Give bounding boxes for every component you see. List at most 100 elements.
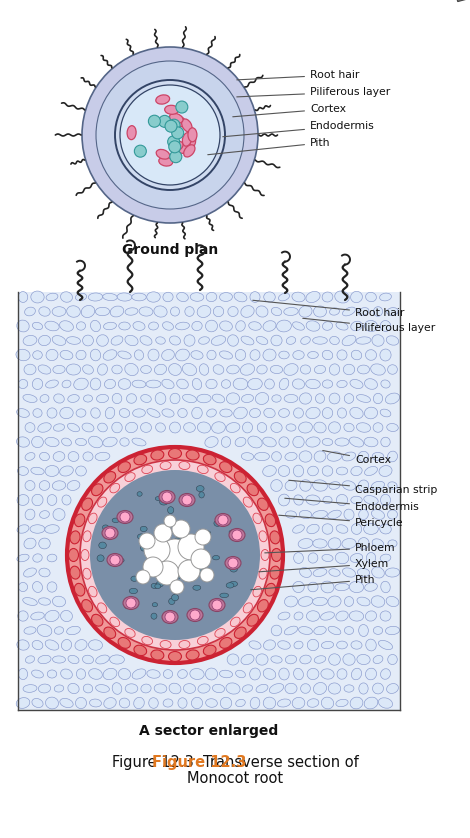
Ellipse shape [336, 699, 348, 706]
Ellipse shape [265, 583, 275, 596]
Circle shape [228, 558, 238, 568]
Ellipse shape [253, 513, 261, 524]
Ellipse shape [81, 550, 89, 561]
Text: Xylem: Xylem [259, 559, 389, 572]
Ellipse shape [39, 453, 49, 461]
Ellipse shape [172, 544, 179, 551]
Ellipse shape [241, 306, 254, 318]
Ellipse shape [84, 395, 93, 402]
Circle shape [126, 598, 136, 608]
Ellipse shape [134, 454, 147, 465]
Ellipse shape [52, 335, 66, 345]
Ellipse shape [256, 654, 268, 665]
Ellipse shape [118, 462, 130, 473]
Ellipse shape [99, 542, 106, 549]
Ellipse shape [206, 699, 217, 707]
Ellipse shape [179, 494, 195, 506]
Ellipse shape [350, 697, 363, 709]
Ellipse shape [257, 422, 267, 432]
Ellipse shape [185, 569, 191, 573]
Ellipse shape [207, 350, 216, 360]
Ellipse shape [270, 365, 282, 374]
Ellipse shape [112, 518, 119, 523]
Ellipse shape [358, 480, 368, 491]
Ellipse shape [30, 525, 45, 533]
Ellipse shape [82, 498, 93, 510]
Ellipse shape [358, 452, 369, 462]
Ellipse shape [83, 530, 91, 541]
Ellipse shape [60, 698, 73, 707]
Ellipse shape [286, 511, 297, 518]
Ellipse shape [74, 378, 88, 390]
Ellipse shape [160, 552, 168, 558]
Ellipse shape [272, 549, 282, 561]
Ellipse shape [123, 597, 139, 609]
Ellipse shape [227, 393, 240, 404]
Ellipse shape [159, 157, 172, 166]
Ellipse shape [125, 473, 135, 482]
Ellipse shape [141, 365, 151, 374]
Ellipse shape [366, 349, 376, 360]
Ellipse shape [125, 628, 135, 638]
Ellipse shape [226, 582, 234, 588]
Ellipse shape [230, 617, 240, 627]
Ellipse shape [293, 350, 304, 360]
Ellipse shape [141, 422, 151, 432]
Ellipse shape [137, 492, 142, 496]
Ellipse shape [263, 349, 276, 361]
Ellipse shape [276, 320, 291, 332]
Circle shape [105, 528, 115, 538]
Ellipse shape [18, 292, 28, 303]
Ellipse shape [39, 335, 50, 345]
Ellipse shape [307, 639, 319, 650]
Ellipse shape [364, 437, 378, 447]
Ellipse shape [142, 636, 153, 644]
Ellipse shape [45, 525, 59, 533]
Ellipse shape [162, 349, 174, 360]
Ellipse shape [372, 539, 384, 548]
Ellipse shape [119, 322, 130, 330]
Circle shape [96, 61, 244, 209]
Ellipse shape [315, 394, 325, 403]
Ellipse shape [236, 700, 245, 706]
Ellipse shape [192, 321, 202, 331]
Ellipse shape [300, 655, 311, 664]
Ellipse shape [235, 437, 246, 447]
Ellipse shape [118, 638, 130, 649]
Ellipse shape [212, 394, 225, 403]
Circle shape [136, 570, 150, 584]
Ellipse shape [271, 308, 282, 316]
Ellipse shape [329, 482, 340, 489]
Ellipse shape [23, 335, 37, 345]
Ellipse shape [215, 514, 231, 526]
Ellipse shape [118, 669, 131, 680]
Ellipse shape [388, 510, 398, 519]
Ellipse shape [344, 394, 354, 403]
Circle shape [168, 119, 180, 132]
Ellipse shape [25, 422, 35, 432]
Ellipse shape [77, 322, 86, 330]
Ellipse shape [179, 141, 190, 153]
Ellipse shape [255, 453, 269, 461]
Ellipse shape [308, 351, 318, 359]
Ellipse shape [301, 337, 310, 344]
Ellipse shape [322, 524, 333, 535]
Ellipse shape [284, 596, 298, 607]
Ellipse shape [371, 596, 385, 608]
Ellipse shape [62, 495, 71, 505]
Ellipse shape [293, 582, 304, 592]
Ellipse shape [279, 351, 289, 359]
Ellipse shape [335, 291, 349, 303]
Ellipse shape [69, 549, 78, 561]
Ellipse shape [45, 437, 59, 447]
Ellipse shape [147, 292, 160, 303]
Ellipse shape [156, 95, 170, 104]
Ellipse shape [387, 684, 399, 693]
Ellipse shape [322, 438, 333, 446]
Ellipse shape [162, 380, 174, 389]
Ellipse shape [25, 480, 35, 490]
Ellipse shape [278, 466, 290, 477]
Ellipse shape [110, 617, 120, 627]
Ellipse shape [329, 364, 340, 375]
Ellipse shape [298, 539, 313, 548]
